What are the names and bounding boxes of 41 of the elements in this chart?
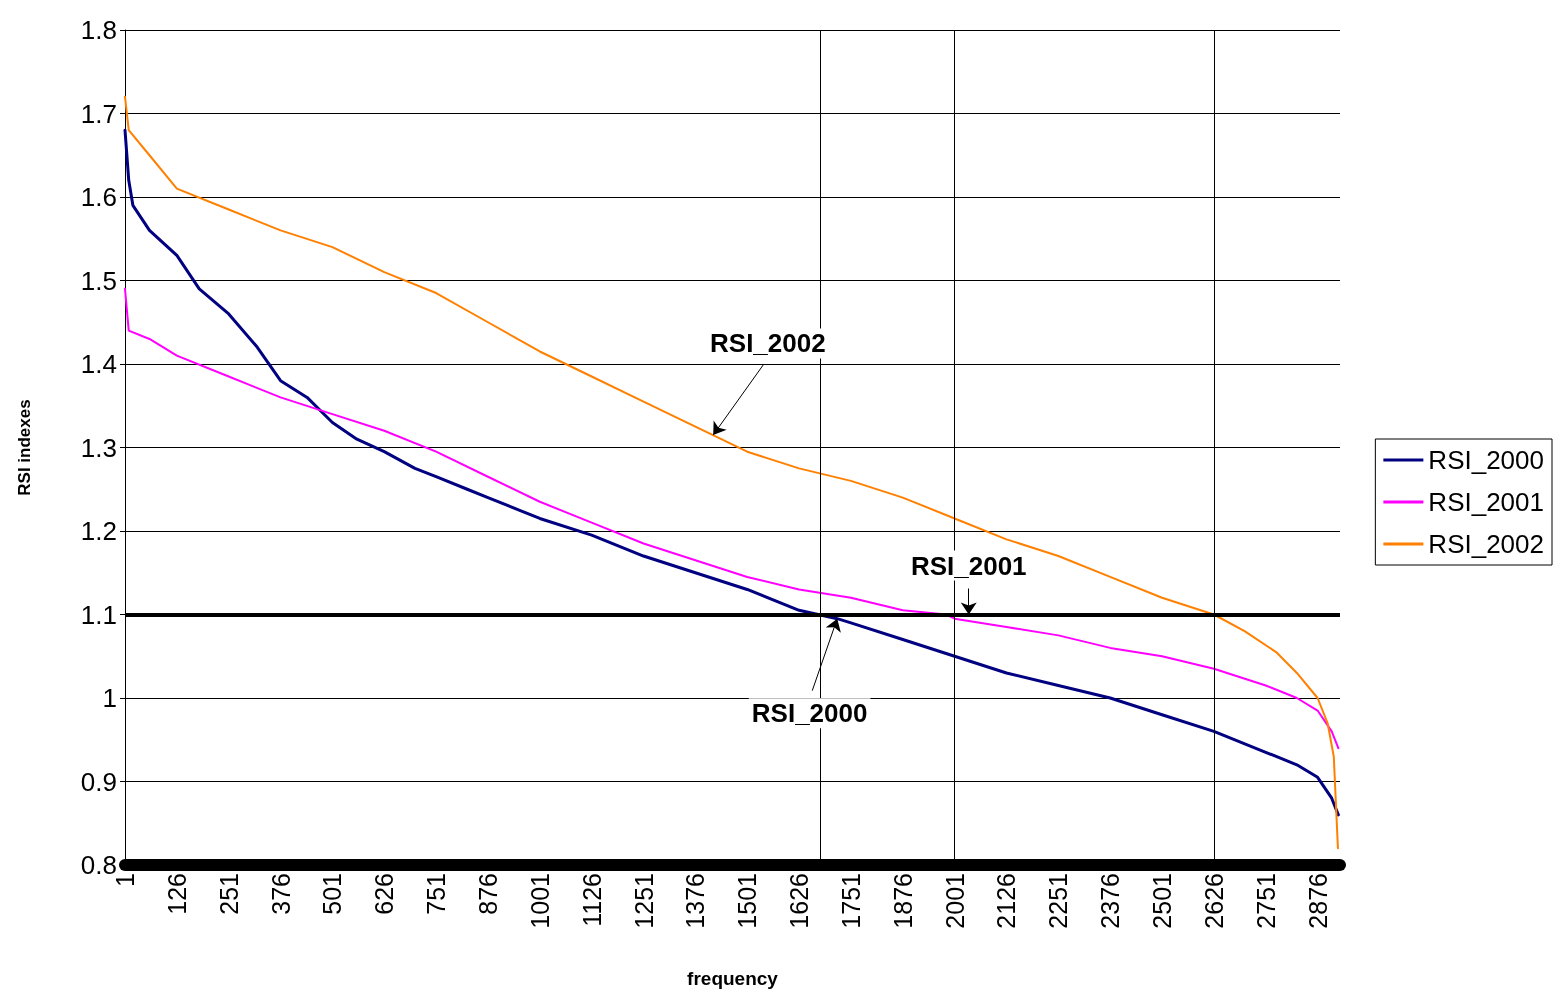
y-tick-label: 1.2 — [80, 516, 117, 546]
annotation: RSI_2002 — [710, 328, 826, 359]
y-tick-label: 1.8 — [80, 15, 117, 45]
x-tick-label: 626 — [370, 873, 399, 915]
legend-label: RSI_2000 — [1428, 445, 1545, 475]
legend-label: RSI_2002 — [1428, 529, 1545, 559]
x-tick-label: 1751 — [836, 873, 865, 929]
x-tick-label: 751 — [422, 873, 451, 915]
x-tick-label: 501 — [318, 873, 347, 915]
x-tick-label: 126 — [162, 873, 191, 915]
x-tick-label: 1501 — [733, 873, 762, 929]
y-tick-label: 1 — [102, 683, 117, 713]
x-tick-label: 1626 — [785, 873, 814, 929]
y-tick-label: 1.7 — [80, 98, 117, 129]
x-tick-label: 1126 — [577, 873, 606, 927]
legend-label: RSI_2001 — [1428, 487, 1545, 517]
annotation: RSI_2001 — [910, 550, 1027, 581]
x-tick-label: 2626 — [1199, 873, 1228, 929]
y-tick-label: 1.4 — [80, 349, 117, 379]
y-tick-label: 1.5 — [80, 265, 117, 296]
x-tick-label: 1376 — [681, 873, 710, 929]
x-tick-label: 2251 — [1044, 873, 1073, 929]
x-tick-label: 376 — [266, 873, 295, 915]
x-tick-label: 1251 — [629, 873, 658, 929]
x-tick-label: 2001 — [940, 873, 969, 929]
x-tick-label: 2751 — [1251, 873, 1280, 929]
y-axis-title: RSI indexes — [15, 399, 34, 496]
x-tick-label: 876 — [473, 873, 502, 915]
x-tick-label: 251 — [214, 873, 243, 915]
x-tick-label: 1876 — [888, 873, 917, 929]
x-tick-label: 2501 — [1148, 873, 1177, 929]
y-tick-label: 1.6 — [80, 182, 117, 212]
x-axis-title: frequency — [687, 968, 779, 989]
x-tick-label: 2376 — [1096, 873, 1125, 929]
x-tick-label: 2126 — [992, 873, 1021, 929]
annotation: RSI_2000 — [751, 698, 868, 729]
y-tick-label: 1.1 — [80, 599, 117, 630]
y-tick-label: 1.3 — [80, 432, 117, 463]
x-tick-label: 2876 — [1303, 873, 1332, 929]
y-tick-label: 0.9 — [80, 766, 117, 797]
x-tick-label: 1001 — [525, 873, 554, 929]
